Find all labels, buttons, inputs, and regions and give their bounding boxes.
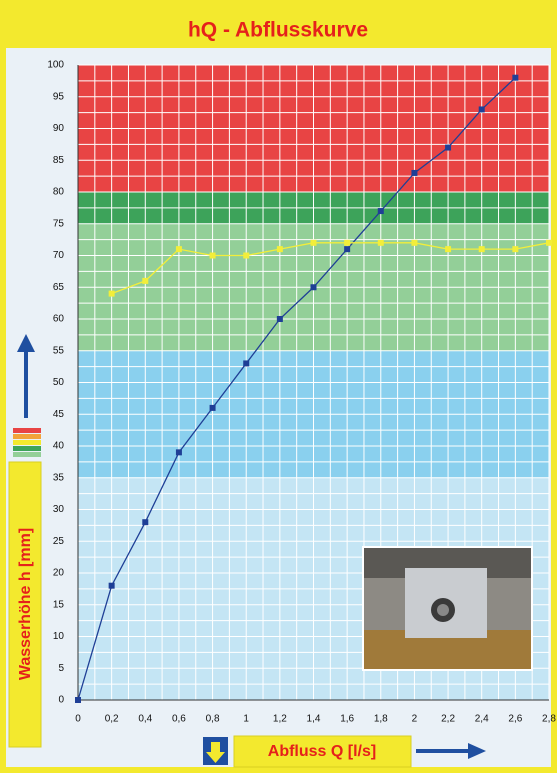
y-axis-label: Wasserhöhe h [mm]: [17, 528, 34, 680]
x-tick-label: 2,6: [508, 714, 522, 725]
x-tick-label: 1: [243, 714, 249, 725]
point: [243, 252, 250, 259]
x-tick-label: 1,4: [307, 714, 321, 725]
y-tick-label: 50: [53, 377, 65, 388]
point: [175, 246, 182, 253]
photo: [362, 546, 533, 671]
point: [546, 239, 552, 246]
x-tick-label: 1,8: [374, 714, 388, 725]
point: [445, 246, 452, 253]
x-tick-label: 2,2: [441, 714, 455, 725]
point: [411, 169, 418, 176]
point: [411, 239, 418, 246]
x-tick-label: 0,6: [172, 714, 186, 725]
chart-title: hQ - Abflusskurve: [188, 19, 368, 42]
point: [142, 519, 149, 526]
point: [377, 239, 384, 246]
x-tick-label: 0: [75, 714, 81, 725]
point: [75, 697, 81, 703]
x-tick-label: 0,2: [105, 714, 119, 725]
down-arrow: [206, 742, 225, 763]
x-label-box: [233, 735, 412, 768]
point: [310, 284, 317, 291]
series-line: [77, 77, 516, 701]
y-tick-label: 80: [53, 187, 65, 198]
point: [344, 239, 351, 246]
point: [478, 246, 485, 253]
y-tick-label: 45: [53, 409, 65, 420]
y-tick-label: 25: [53, 536, 65, 547]
point: [108, 290, 115, 297]
right-arrow: [416, 743, 486, 759]
point: [512, 74, 519, 81]
y-tick-label: 100: [47, 60, 64, 71]
point: [512, 246, 519, 253]
point: [276, 246, 283, 253]
y-tick-label: 40: [53, 441, 65, 452]
x-tick-label: 0,8: [206, 714, 220, 725]
x-tick-label: 2,4: [475, 714, 489, 725]
point: [108, 582, 115, 589]
y-tick-label: 5: [58, 663, 64, 674]
y-tick-label: 65: [53, 282, 65, 293]
y-tick-label: 10: [53, 631, 65, 642]
series-line: [111, 242, 550, 295]
x-tick-label: 0,4: [138, 714, 152, 725]
y-tick-label: 15: [53, 599, 65, 610]
point: [310, 239, 317, 246]
y-tick-label: 85: [53, 155, 65, 166]
y-tick-label: 20: [53, 568, 65, 579]
y-tick-label: 60: [53, 314, 65, 325]
y-tick-label: 90: [53, 123, 65, 134]
y-label-box: [8, 461, 42, 748]
x-tick-label: 1,2: [273, 714, 287, 725]
legend-icon: [13, 428, 41, 457]
y-tick-label: 35: [53, 472, 65, 483]
point: [209, 252, 216, 259]
x-tick-label: 2: [412, 714, 418, 725]
y-tick-label: 55: [53, 345, 65, 356]
point: [142, 277, 149, 284]
x-axis-label: Abfluss Q [l/s]: [268, 743, 376, 760]
y-tick-label: 30: [53, 504, 65, 515]
y-tick-label: 70: [53, 250, 65, 261]
x-tick-label: 1,6: [340, 714, 354, 725]
point: [478, 106, 485, 113]
y-tick-label: 95: [53, 91, 65, 102]
point: [377, 208, 384, 215]
point: [445, 144, 452, 151]
point: [209, 404, 216, 411]
x-tick-label: 2,8: [542, 714, 556, 725]
y-tick-label: 0: [58, 695, 64, 706]
y-tick-label: 75: [53, 218, 65, 229]
point: [243, 360, 250, 367]
point: [175, 449, 182, 456]
point: [276, 316, 283, 322]
up-arrow: [17, 334, 35, 418]
point: [344, 246, 351, 253]
